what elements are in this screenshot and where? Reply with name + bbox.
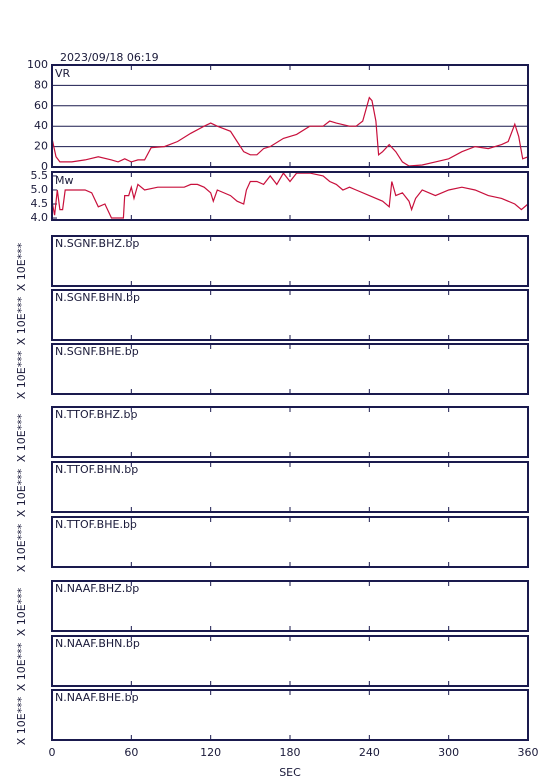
y-tick-label: 80	[34, 78, 48, 91]
panel-ylabel: X 10E***	[15, 587, 28, 636]
panel-ylabel: X 10E***	[15, 642, 28, 691]
panel-ylabel: X 10E***	[15, 468, 28, 517]
x-tick-label: 180	[280, 746, 301, 759]
y-tick-label: 5.5	[31, 169, 49, 182]
panel-ylabel: X 10E***	[15, 350, 28, 399]
y-tick-label: 60	[34, 99, 48, 112]
panel-ylabel: X 10E***	[15, 696, 28, 745]
y-tick-label: 5.0	[31, 183, 49, 196]
panel-ylabel: X 10E***	[15, 523, 28, 572]
panel-title: N.TTOF.BHN.bp	[55, 463, 138, 476]
y-tick-label: 4.5	[31, 197, 49, 210]
x-tick-label: 120	[200, 746, 221, 759]
panel-title: N.NAAF.BHE.bp	[55, 691, 139, 704]
panel-title: N.TTOF.BHE.bp	[55, 518, 137, 531]
x-axis-label: SEC	[279, 766, 301, 779]
y-tick-label: 0	[41, 160, 48, 173]
panel-title: N.NAAF.BHN.bp	[55, 637, 140, 650]
x-tick-label: 240	[359, 746, 380, 759]
panel-title: Mw	[55, 174, 74, 187]
panel-title: N.SGNF.BHN.bp	[55, 291, 140, 304]
panel-title: N.TTOF.BHZ.bp	[55, 408, 138, 421]
panel-frame	[51, 64, 529, 168]
x-tick-label: 360	[518, 746, 539, 759]
panel-title: N.SGNF.BHZ.bp	[55, 237, 139, 250]
data-line	[51, 96, 529, 167]
y-tick-label: 100	[27, 58, 48, 71]
y-tick-label: 20	[34, 140, 48, 153]
timestamp: 2023/09/18 06:19	[60, 51, 159, 64]
panel-title: VR	[55, 67, 71, 80]
panel-title: N.SGNF.BHE.bp	[55, 345, 139, 358]
x-tick-label: 60	[124, 746, 138, 759]
panel-ylabel: X 10E***	[15, 413, 28, 462]
y-tick-label: 40	[34, 119, 48, 132]
x-tick-label: 300	[438, 746, 459, 759]
data-line	[51, 172, 529, 219]
panel-ylabel: X 10E***	[15, 296, 28, 345]
x-tick-label: 0	[49, 746, 56, 759]
panel-title: N.NAAF.BHZ.bp	[55, 582, 139, 595]
panel-ylabel: X 10E***	[15, 242, 28, 291]
y-tick-label: 4.0	[31, 211, 49, 224]
